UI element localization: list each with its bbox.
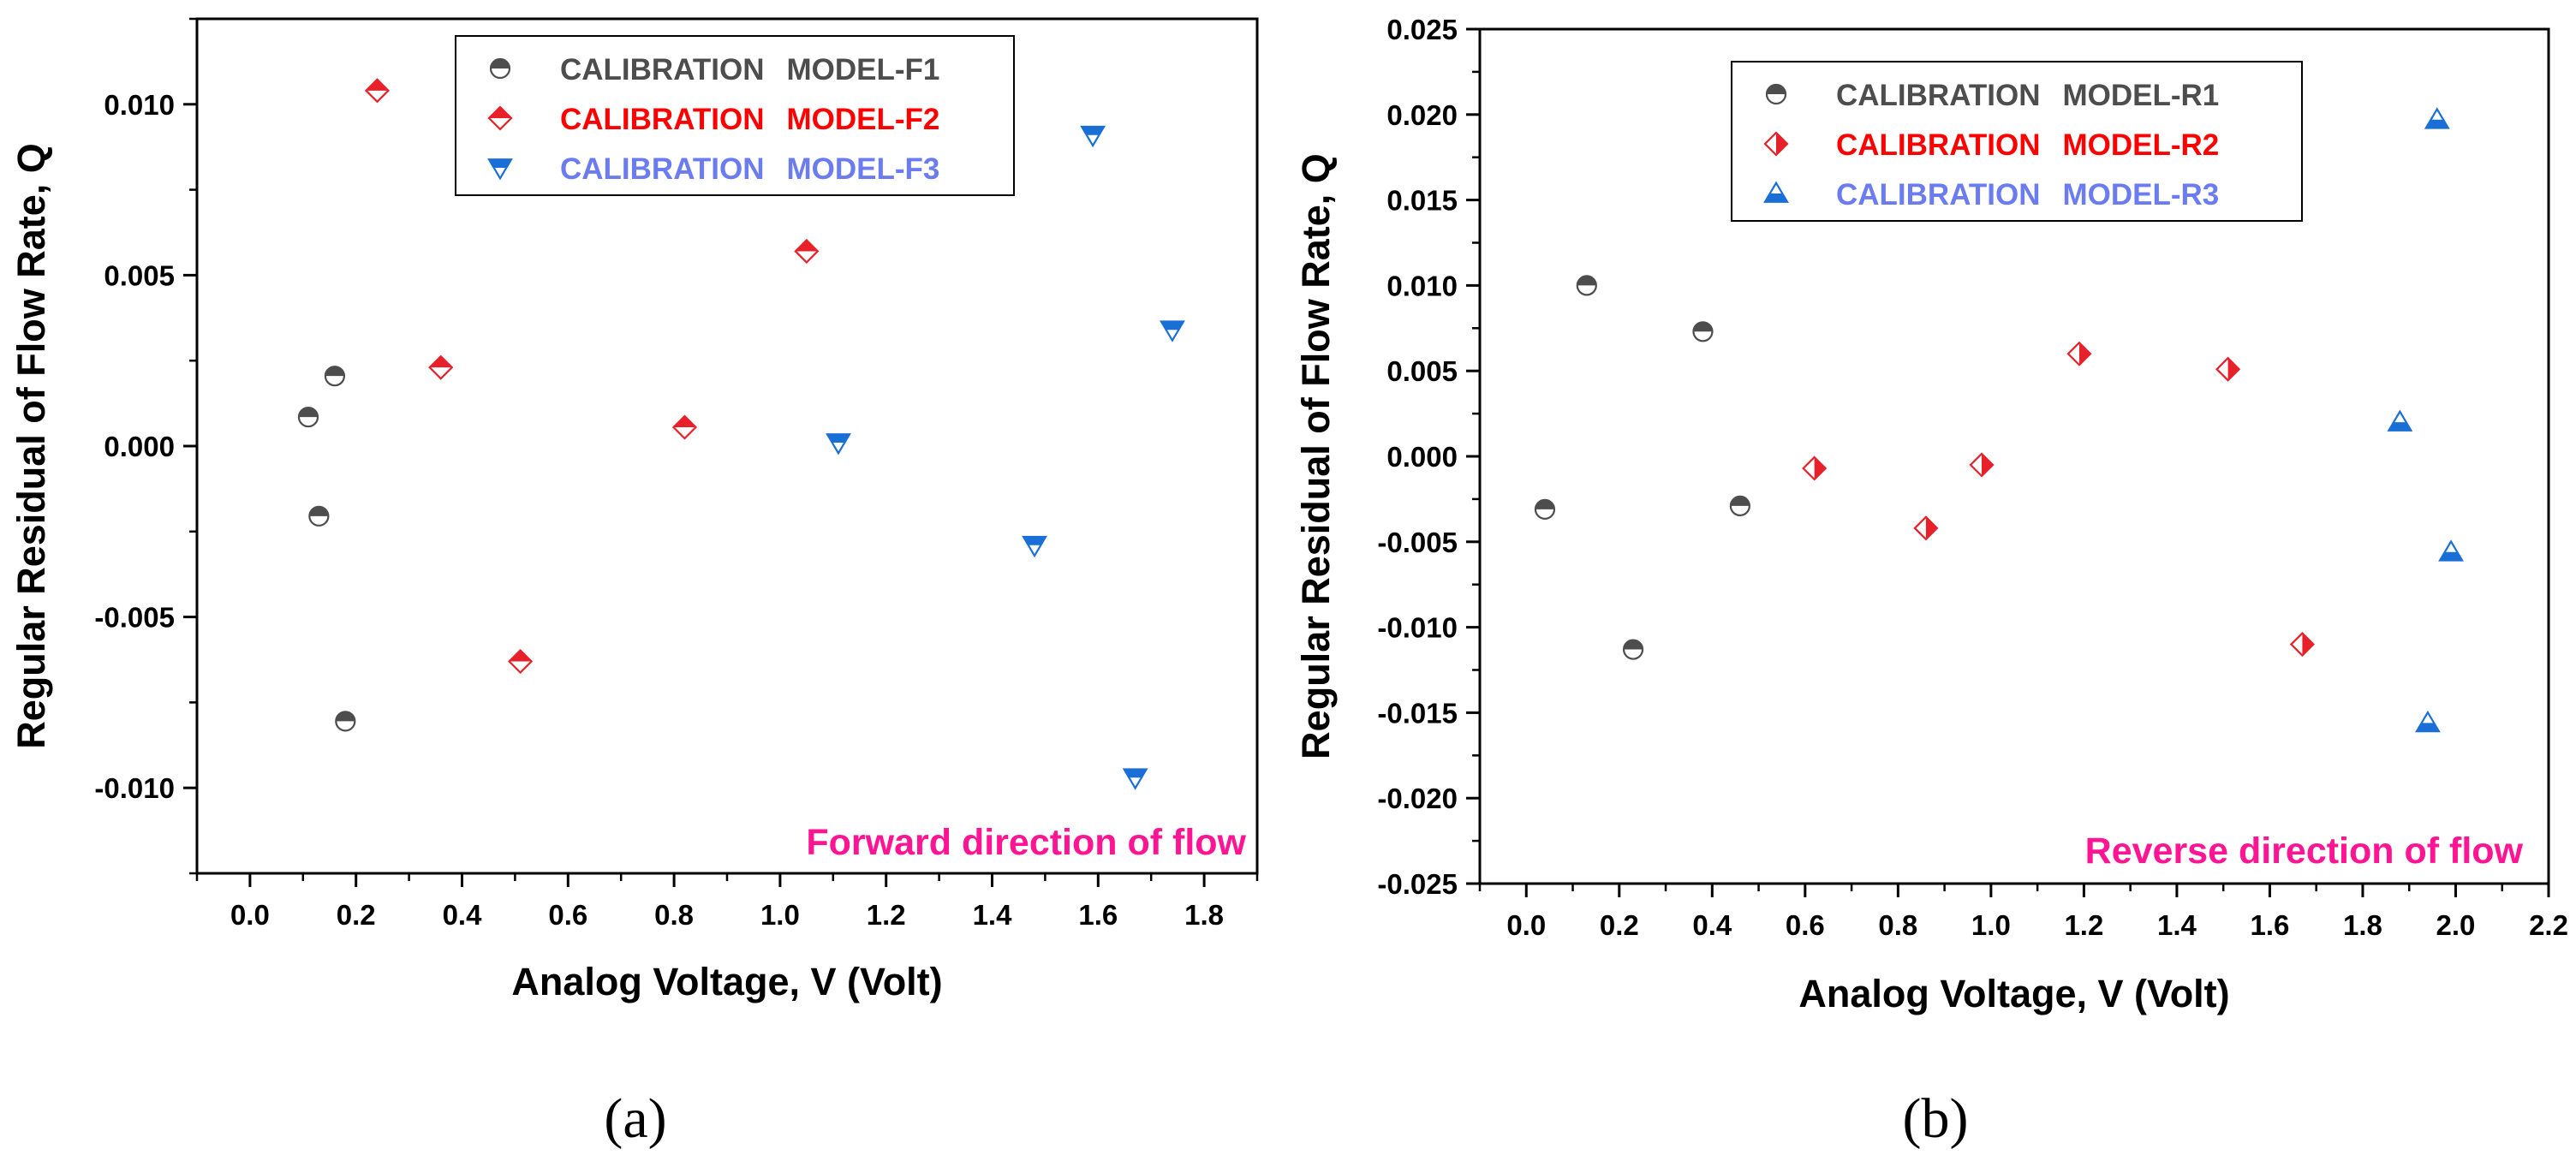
x-tick-label: 0.2 [337,899,376,931]
data-point-model-r3 [2414,710,2441,733]
data-point-model-f3 [826,433,851,455]
data-point-model-r1 [1534,498,1556,520]
y-tick-label: 0.010 [104,89,175,121]
legend-entry-label: CALIBRATION MODEL-F1 [560,53,939,86]
x-tick-label: 2.0 [2436,909,2476,941]
data-point-model-f1 [297,407,319,428]
x-tick-label: 0.4 [1692,909,1732,941]
legend-marker [487,158,513,181]
x-tick-label: 1.2 [2064,909,2103,941]
data-point-model-r1 [1692,321,1714,342]
data-point-model-f1 [324,366,346,387]
y-tick-label: 0.025 [1386,14,1458,45]
x-tick-label: 0.2 [1600,909,1639,941]
y-tick-label: -0.005 [1377,527,1458,558]
legend: CALIBRATION MODEL-F1 CALIBRATION MODEL-F2 CA… [455,35,1015,196]
legend-entry-label: CALIBRATION MODEL-R1 [1836,79,2219,112]
data-point-model-f2 [508,648,534,675]
legend-marker [1763,131,1789,157]
x-tick-label: 2.2 [2529,909,2568,941]
panel-label: (a) [604,1087,666,1150]
y-tick-label: 0.005 [1386,355,1458,387]
data-point-model-r1 [1729,495,1750,516]
x-tick-label: 1.8 [2343,909,2382,941]
legend-entry-label: CALIBRATION MODEL-F2 [560,103,939,136]
x-tick-label: 0.0 [1506,909,1546,941]
data-point-model-f2 [794,238,820,265]
panel-label: (b) [1903,1087,1969,1150]
y-tick-label: 0.005 [104,259,175,291]
data-point-model-r2 [1913,515,1939,541]
y-tick-label: 0.015 [1386,185,1458,217]
x-tick-label: 0.0 [230,899,270,931]
data-point-model-f2 [671,414,698,440]
data-point-model-f3 [1160,320,1185,342]
data-point-model-f1 [335,711,356,732]
x-tick-label: 1.2 [867,899,906,931]
data-point-model-r2 [2066,341,2092,366]
x-axis-title: Analog Voltage, V (Volt) [1798,972,2229,1015]
x-axis-title: Analog Voltage, V (Volt) [511,960,942,1003]
chart-panel-b: 0.0 0.2 0.4 0.6 0.8 1.0 1.2 1.4 1.6 1.8 2.0 2.2 -0.0… [1294,14,2568,1150]
y-tick-label: -0.010 [94,772,175,804]
x-tick-label: 0.8 [1878,909,1917,941]
data-point-model-r3 [2438,539,2464,562]
data-point-model-r2 [2215,356,2241,382]
x-tick-label: 1.0 [1971,909,2011,941]
x-tick-label: 0.8 [654,899,694,931]
data-point-model-f2 [364,78,391,104]
flow-direction-annotation: Reverse direction of flow [2085,831,2524,872]
flow-direction-annotation: Forward direction of flow [806,822,1246,863]
legend-marker [489,57,511,80]
data-point-model-r2 [2289,632,2315,658]
x-tick-label: 1.4 [973,899,1013,931]
data-point-model-r3 [2424,107,2450,129]
data-point-model-f3 [1122,768,1148,790]
data-point-model-r1 [1576,275,1597,296]
y-tick-label: -0.025 [1377,868,1458,900]
y-tick-label: 0.000 [1386,441,1458,473]
y-tick-label: 0.010 [1386,270,1458,301]
x-tick-label: 1.4 [2157,909,2197,941]
data-point-model-f3 [1080,125,1106,148]
x-tick-label: 1.0 [760,899,800,931]
data-point-model-f1 [308,505,330,527]
x-tick-label: 1.6 [2250,909,2289,941]
legend-marker [1763,181,1789,203]
data-point-model-r1 [1622,639,1644,660]
y-tick-label: -0.015 [1377,697,1458,729]
data-point-model-r3 [2387,409,2413,432]
data-point-model-r2 [1969,452,1995,478]
x-tick-label: 0.6 [1786,909,1825,941]
y-tick-label: 0.000 [104,431,175,462]
legend-entry-label: CALIBRATION MODEL-R3 [1836,178,2219,211]
x-tick-label: 1.8 [1184,899,1224,931]
legend-marker [1765,83,1787,105]
data-point-model-r2 [1802,455,1828,481]
data-point-model-f2 [428,354,454,380]
legend: CALIBRATION MODEL-R1 CALIBRATION MODEL-R2 CA… [1731,61,2303,222]
y-tick-label: 0.020 [1386,99,1458,131]
y-axis-title: Regular Residual of Flow Rate, Q [1294,153,1338,759]
y-axis-title: Regular Residual of Flow Rate, Q [9,143,53,749]
y-tick-label: -0.010 [1377,612,1458,644]
y-tick-label: -0.020 [1377,783,1458,814]
x-tick-label: 0.6 [548,899,587,931]
chart-panel-a: 0.0 0.2 0.4 0.6 0.8 1.0 1.2 1.4 1.6 1.8 -0.010 -0.0… [9,17,1259,1150]
legend-entry-label: CALIBRATION MODEL-F3 [560,152,939,186]
data-point-model-f3 [1022,535,1047,558]
legend-entry-label: CALIBRATION MODEL-R2 [1836,128,2219,162]
legend-marker [487,105,513,131]
x-tick-label: 0.4 [443,899,483,931]
y-tick-label: -0.005 [94,602,175,634]
x-tick-label: 1.6 [1078,899,1118,931]
